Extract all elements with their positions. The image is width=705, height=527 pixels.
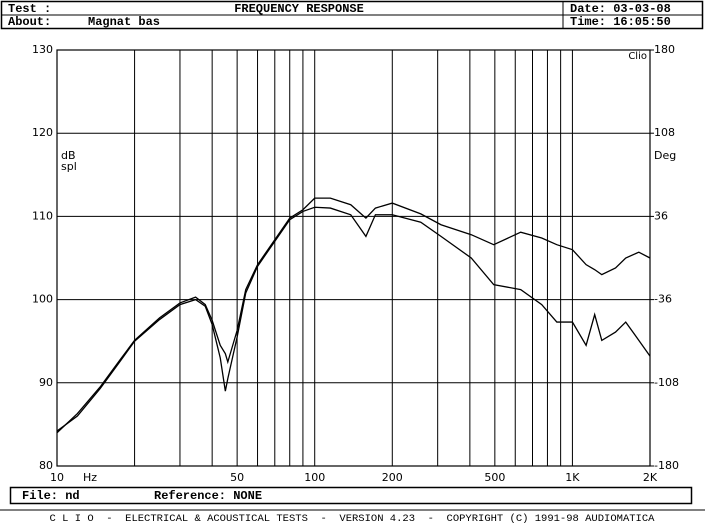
about-text: Magnat bas <box>88 15 160 29</box>
response-curve <box>56 206 651 432</box>
x-tick-label: 50 <box>230 471 244 484</box>
y2-tick-label: -108 <box>654 376 679 389</box>
y2-axis-label: Deg <box>654 149 676 162</box>
y-tick-label: 80 <box>39 459 53 472</box>
time: Time: 16:05:50 <box>570 15 671 29</box>
y-tick-label: 130 <box>32 43 53 56</box>
y-axis-label: dB <box>61 149 76 162</box>
y-tick-label: 100 <box>32 293 53 306</box>
y2-tick-label: -36 <box>654 293 672 306</box>
y2-tick-label: -180 <box>654 459 679 472</box>
x-tick-label: 500 <box>484 471 505 484</box>
status-banner: C L I O - ELECTRICAL & ACOUSTICAL TESTS … <box>50 513 656 525</box>
response-curve <box>56 197 651 434</box>
y2-tick-label: 36 <box>654 209 668 222</box>
test-label: Test : <box>8 2 51 16</box>
watermark: Clio <box>628 51 647 62</box>
file: File: nd <box>22 489 80 503</box>
plot: 10 50 100 200 500 1K 2K 80 90 100 110 120 130 -180 -10… <box>32 43 679 484</box>
x-tick-label: 200 <box>382 471 403 484</box>
y2-tick-label: 108 <box>654 126 675 139</box>
x-tick-label: 10 <box>50 471 64 484</box>
reference: Reference: NONE <box>154 489 262 503</box>
x-tick-label: 100 <box>304 471 325 484</box>
test-title: FREQUENCY RESPONSE <box>234 2 364 16</box>
y2-tick-label: 180 <box>654 43 675 56</box>
y-axis-label: spl <box>61 160 77 173</box>
footer-box <box>9 486 693 505</box>
y-tick-label: 120 <box>32 126 53 139</box>
y-tick-label: 110 <box>32 209 53 222</box>
x-tick-label: 2K <box>643 471 658 484</box>
x-unit: Hz <box>83 471 97 484</box>
date: Date: 03-03-08 <box>570 2 671 16</box>
x-tick-label: 1K <box>565 471 580 484</box>
y-tick-label: 90 <box>39 376 53 389</box>
about-label: About: <box>8 15 51 29</box>
